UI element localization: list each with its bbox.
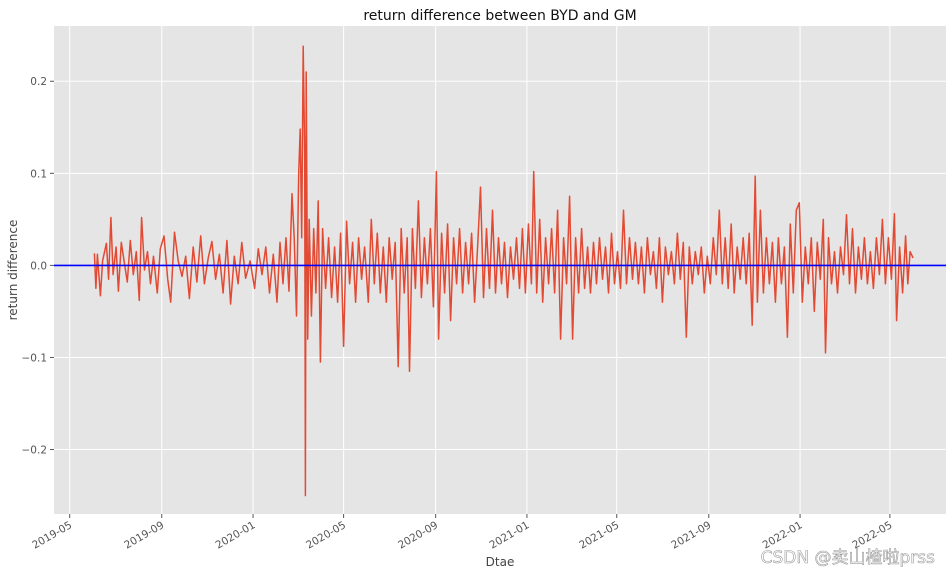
x-tick-label: 2020-05 [304,519,348,551]
x-tick-label: 2019-05 [30,519,74,551]
x-axis-ticks: 2019-05 2019-09 2020-01 2020-05 2020-09 2021-… [30,514,894,552]
x-axis-label: Dtae [486,555,515,569]
x-tick-label: 2019-09 [122,519,166,551]
watermark: CSDN @卖山楂啦prss [761,548,936,568]
y-tick-label: 0.1 [30,168,47,180]
y-axis-ticks: −0.2 −0.1 0.0 0.1 0.2 [22,76,54,457]
x-tick-label: 2021-01 [487,519,531,551]
x-tick-label: 2020-09 [396,519,440,551]
x-tick-label: 2020-01 [214,519,258,551]
y-axis-label: return difference [6,220,20,321]
y-tick-label: 0.0 [30,260,47,272]
y-tick-label: −0.2 [22,445,48,457]
x-tick-label: 2021-09 [669,519,713,551]
x-tick-label: 2021-05 [577,519,621,551]
x-tick-label: 2022-05 [850,519,894,551]
chart-title: return difference between BYD and GM [363,8,636,24]
series-line [93,45,914,497]
x-tick-label: 2022-01 [761,519,805,551]
y-tick-label: 0.2 [30,76,47,88]
y-tick-label: −0.1 [22,352,48,364]
